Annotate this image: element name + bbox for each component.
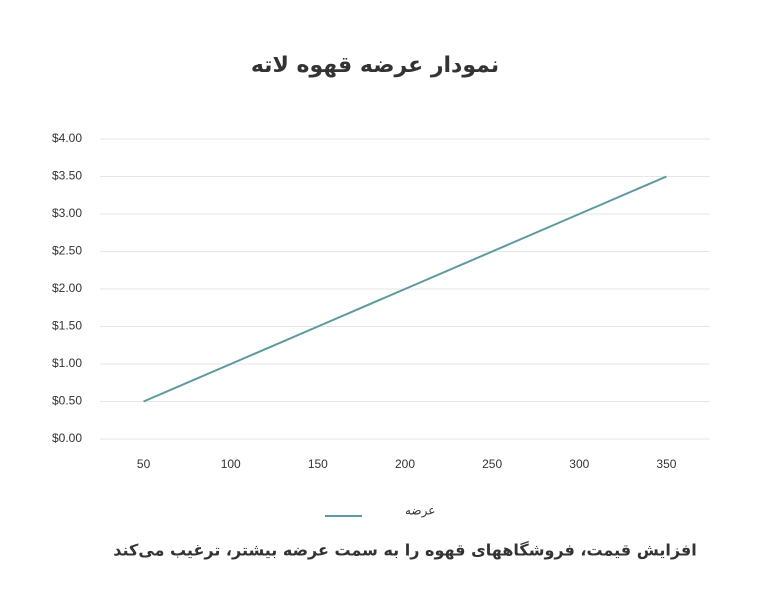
caption: افزایش قیمت، فروشگاههای قهوه را به سمت ع…	[113, 541, 697, 560]
y-tick-label: $3.00	[52, 206, 82, 220]
x-tick-label: 300	[569, 457, 589, 471]
y-tick-label: $1.00	[52, 356, 82, 370]
y-tick-label: $3.50	[52, 169, 82, 183]
chart-title: نمودار عرضه قهوه لاته	[251, 53, 499, 78]
y-tick-label: $0.00	[52, 431, 82, 445]
x-tick-label: 100	[221, 457, 241, 471]
y-tick-label: $0.50	[52, 394, 82, 408]
x-tick-label: 50	[137, 457, 151, 471]
y-tick-label: $1.50	[52, 319, 82, 333]
y-tick-label: $2.50	[52, 244, 82, 258]
x-tick-label: 250	[482, 457, 502, 471]
data-line	[143, 175, 667, 403]
x-tick-label: 350	[656, 457, 676, 471]
y-tick-label: $4.00	[52, 131, 82, 145]
x-tick-label: 150	[308, 457, 328, 471]
y-tick-label: $2.00	[52, 281, 82, 295]
x-tick-label: 200	[395, 457, 415, 471]
legend-label: عرضه	[405, 504, 435, 519]
